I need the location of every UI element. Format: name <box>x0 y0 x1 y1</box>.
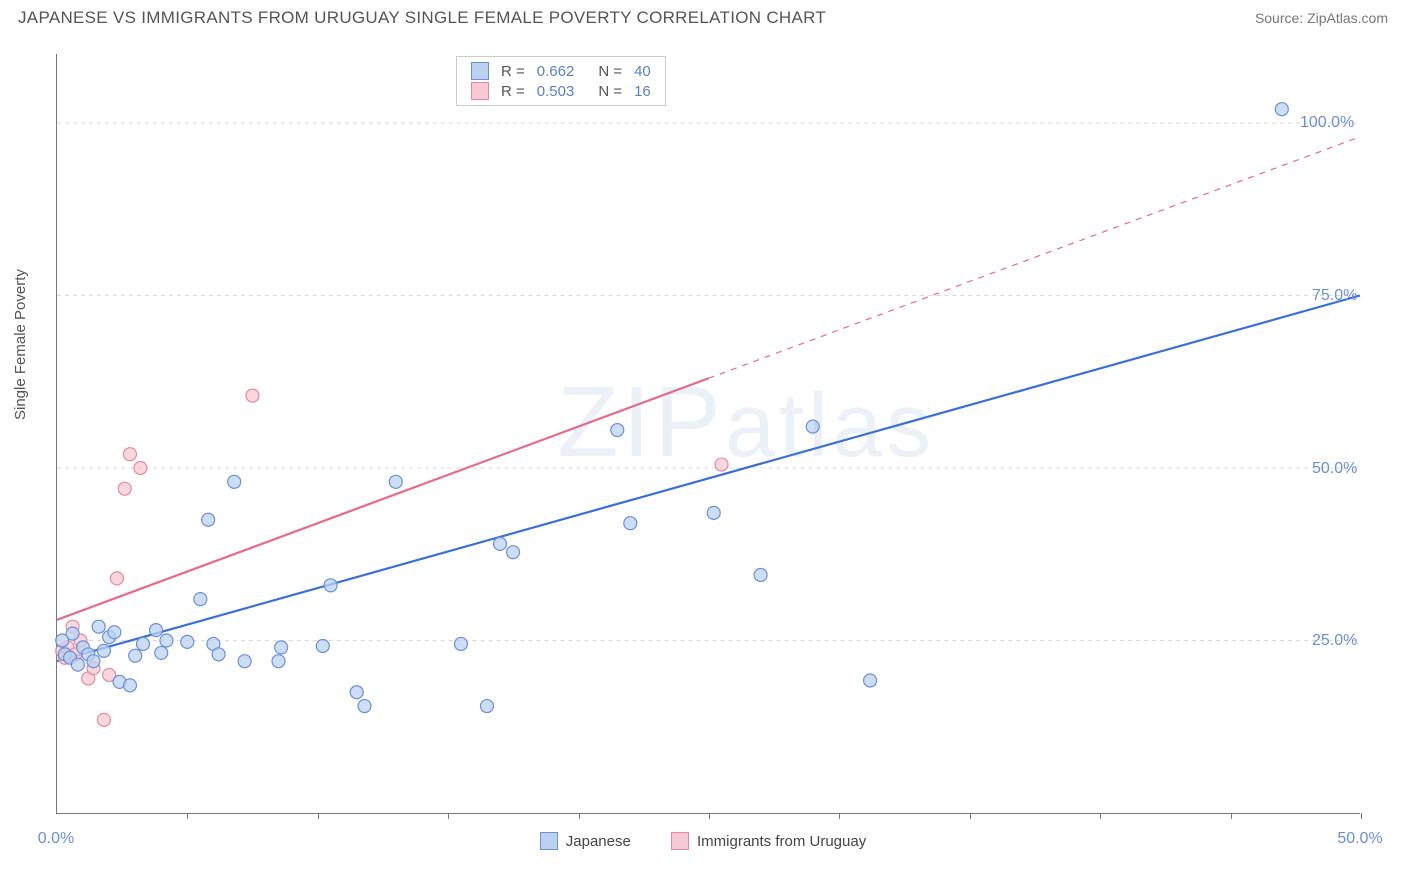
y-tick-100: 100.0% <box>1300 114 1354 132</box>
n-label: N = <box>592 61 628 81</box>
y-tick-25: 25.0% <box>1312 632 1357 650</box>
r-label: R = <box>495 81 531 101</box>
source-attribution: Source: ZipAtlas.com <box>1255 10 1388 26</box>
series-legend: Japanese Immigrants from Uruguay <box>0 832 1406 854</box>
n-label: N = <box>592 81 628 101</box>
r-value-pink: 0.503 <box>531 81 581 101</box>
r-value-blue: 0.662 <box>531 61 581 81</box>
n-value-pink: 16 <box>628 81 657 101</box>
y-tick-75: 75.0% <box>1312 287 1357 305</box>
y-tick-50: 50.0% <box>1312 460 1357 478</box>
legend-item-pink: Immigrants from Uruguay <box>671 832 866 850</box>
swatch-icon <box>540 832 558 850</box>
n-value-blue: 40 <box>628 61 657 81</box>
correlation-legend-box: R = 0.662 N = 40 R = 0.503 N = 16 <box>456 56 666 106</box>
legend-label-blue: Japanese <box>566 833 631 850</box>
legend-row-pink: R = 0.503 N = 16 <box>465 81 657 101</box>
r-label: R = <box>495 61 531 81</box>
legend-item-blue: Japanese <box>540 832 631 850</box>
chart-title: JAPANESE VS IMMIGRANTS FROM URUGUAY SING… <box>18 8 826 28</box>
chart-svg <box>57 54 1360 813</box>
legend-label-pink: Immigrants from Uruguay <box>697 833 866 850</box>
swatch-icon <box>471 62 489 80</box>
chart-plot-area: ZIPatlas <box>56 54 1360 814</box>
swatch-icon <box>471 82 489 100</box>
y-axis-label: Single Female Poverty <box>12 269 29 420</box>
legend-row-blue: R = 0.662 N = 40 <box>465 61 657 81</box>
swatch-icon <box>671 832 689 850</box>
